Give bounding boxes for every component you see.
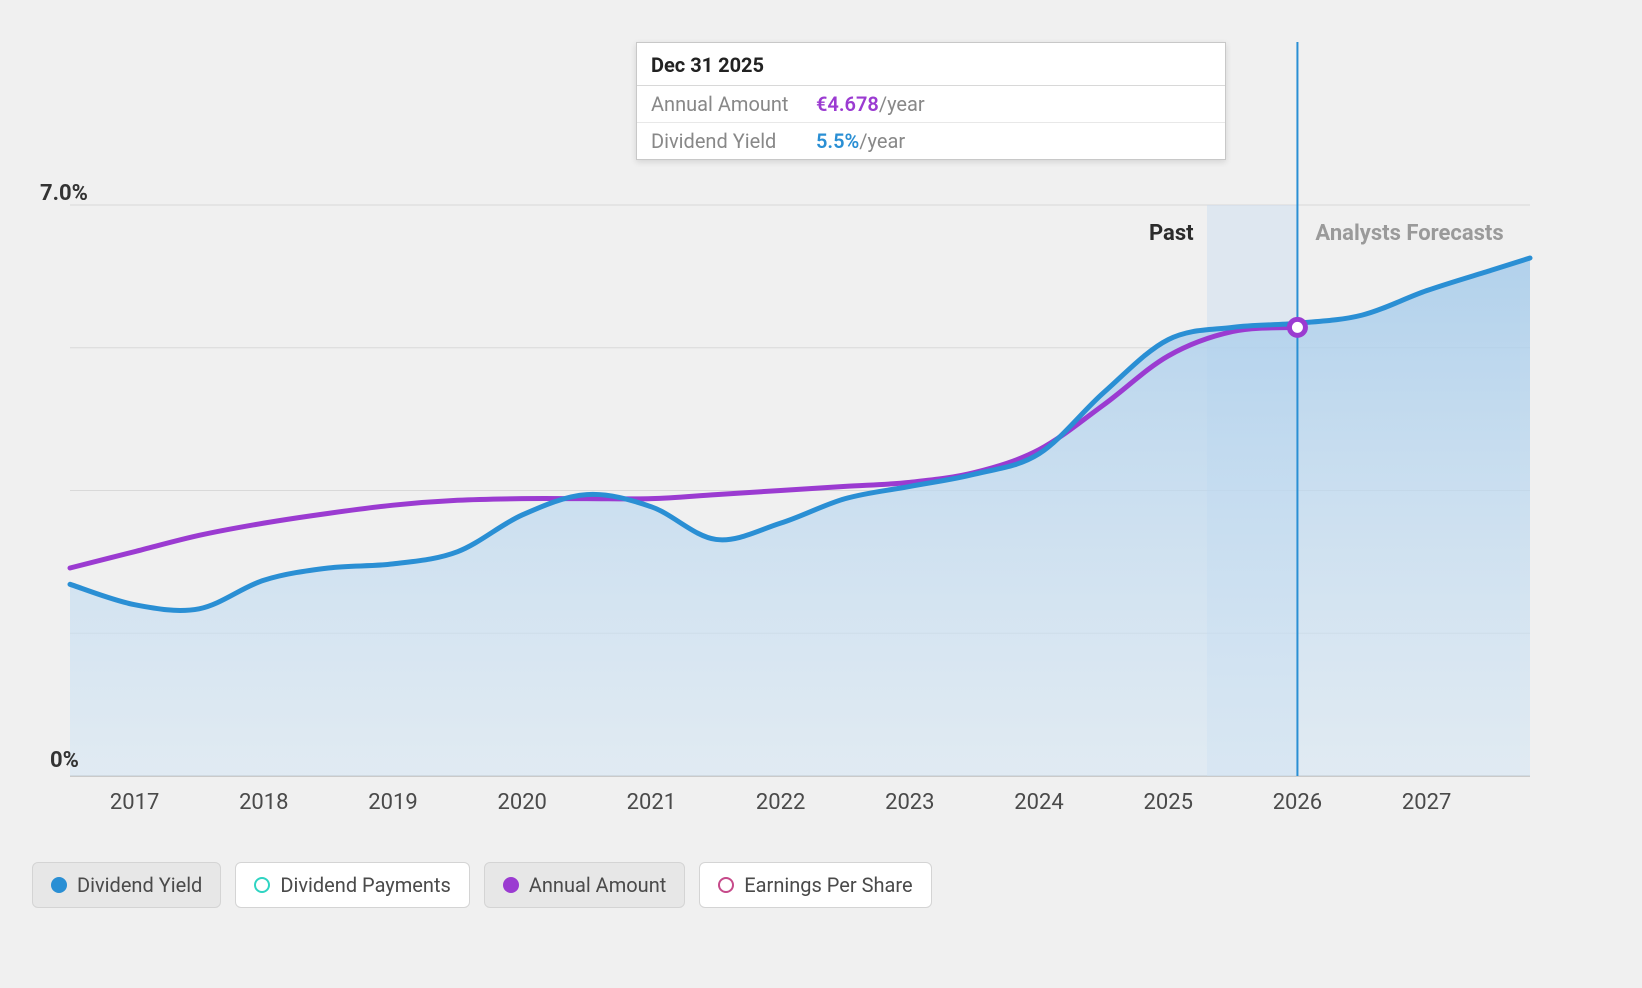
x-tick-label: 2024 — [1014, 790, 1063, 815]
tooltip-row-value: €4.678 — [816, 92, 879, 116]
legend-marker-icon — [503, 877, 519, 893]
x-tick-label: 2025 — [1143, 790, 1192, 815]
legend-item-earnings-per-share[interactable]: Earnings Per Share — [699, 862, 931, 908]
annual-amount-end-marker — [1289, 319, 1305, 335]
tooltip-row-label: Dividend Yield — [651, 129, 816, 153]
y-axis-max-label: 7.0% — [40, 181, 88, 206]
past-region-label: Past — [1149, 221, 1194, 246]
tooltip-row-annual-amount: Annual Amount €4.678/year — [637, 86, 1225, 123]
x-tick-label: 2022 — [756, 790, 805, 815]
x-tick-label: 2018 — [239, 790, 288, 815]
legend-item-dividend-yield[interactable]: Dividend Yield — [32, 862, 221, 908]
x-tick-label: 2023 — [885, 790, 934, 815]
x-tick-label: 2020 — [497, 790, 546, 815]
x-tick-label: 2019 — [368, 790, 417, 815]
legend-marker-icon — [254, 877, 270, 893]
legend-label: Earnings Per Share — [744, 873, 912, 897]
tooltip-row-dividend-yield: Dividend Yield 5.5%/year — [637, 123, 1225, 159]
x-tick-label: 2017 — [110, 790, 159, 815]
x-tick-label: 2021 — [627, 790, 676, 815]
legend-label: Dividend Payments — [280, 873, 450, 897]
chart-legend: Dividend Yield Dividend Payments Annual Am… — [32, 862, 932, 908]
legend-item-dividend-payments[interactable]: Dividend Payments — [235, 862, 469, 908]
tooltip-row-unit: /year — [859, 129, 905, 153]
x-tick-label: 2026 — [1273, 790, 1322, 815]
chart-tooltip: Dec 31 2025 Annual Amount €4.678/year Di… — [636, 42, 1226, 160]
legend-marker-icon — [718, 877, 734, 893]
legend-label: Annual Amount — [529, 873, 666, 897]
tooltip-date: Dec 31 2025 — [637, 43, 1225, 86]
tooltip-row-value: 5.5% — [816, 129, 859, 153]
x-tick-label: 2027 — [1402, 790, 1451, 815]
legend-item-annual-amount[interactable]: Annual Amount — [484, 862, 685, 908]
dividend-chart: 7.0% 0% 2017 2018 2019 2020 2021 2022 2023 2024… — [0, 0, 1642, 988]
tooltip-row-label: Annual Amount — [651, 92, 816, 116]
legend-marker-icon — [51, 877, 67, 893]
tooltip-row-unit: /year — [879, 92, 925, 116]
forecast-region-label: Analysts Forecasts — [1315, 221, 1503, 246]
y-axis-min-label: 0% — [50, 748, 79, 773]
legend-label: Dividend Yield — [77, 873, 202, 897]
